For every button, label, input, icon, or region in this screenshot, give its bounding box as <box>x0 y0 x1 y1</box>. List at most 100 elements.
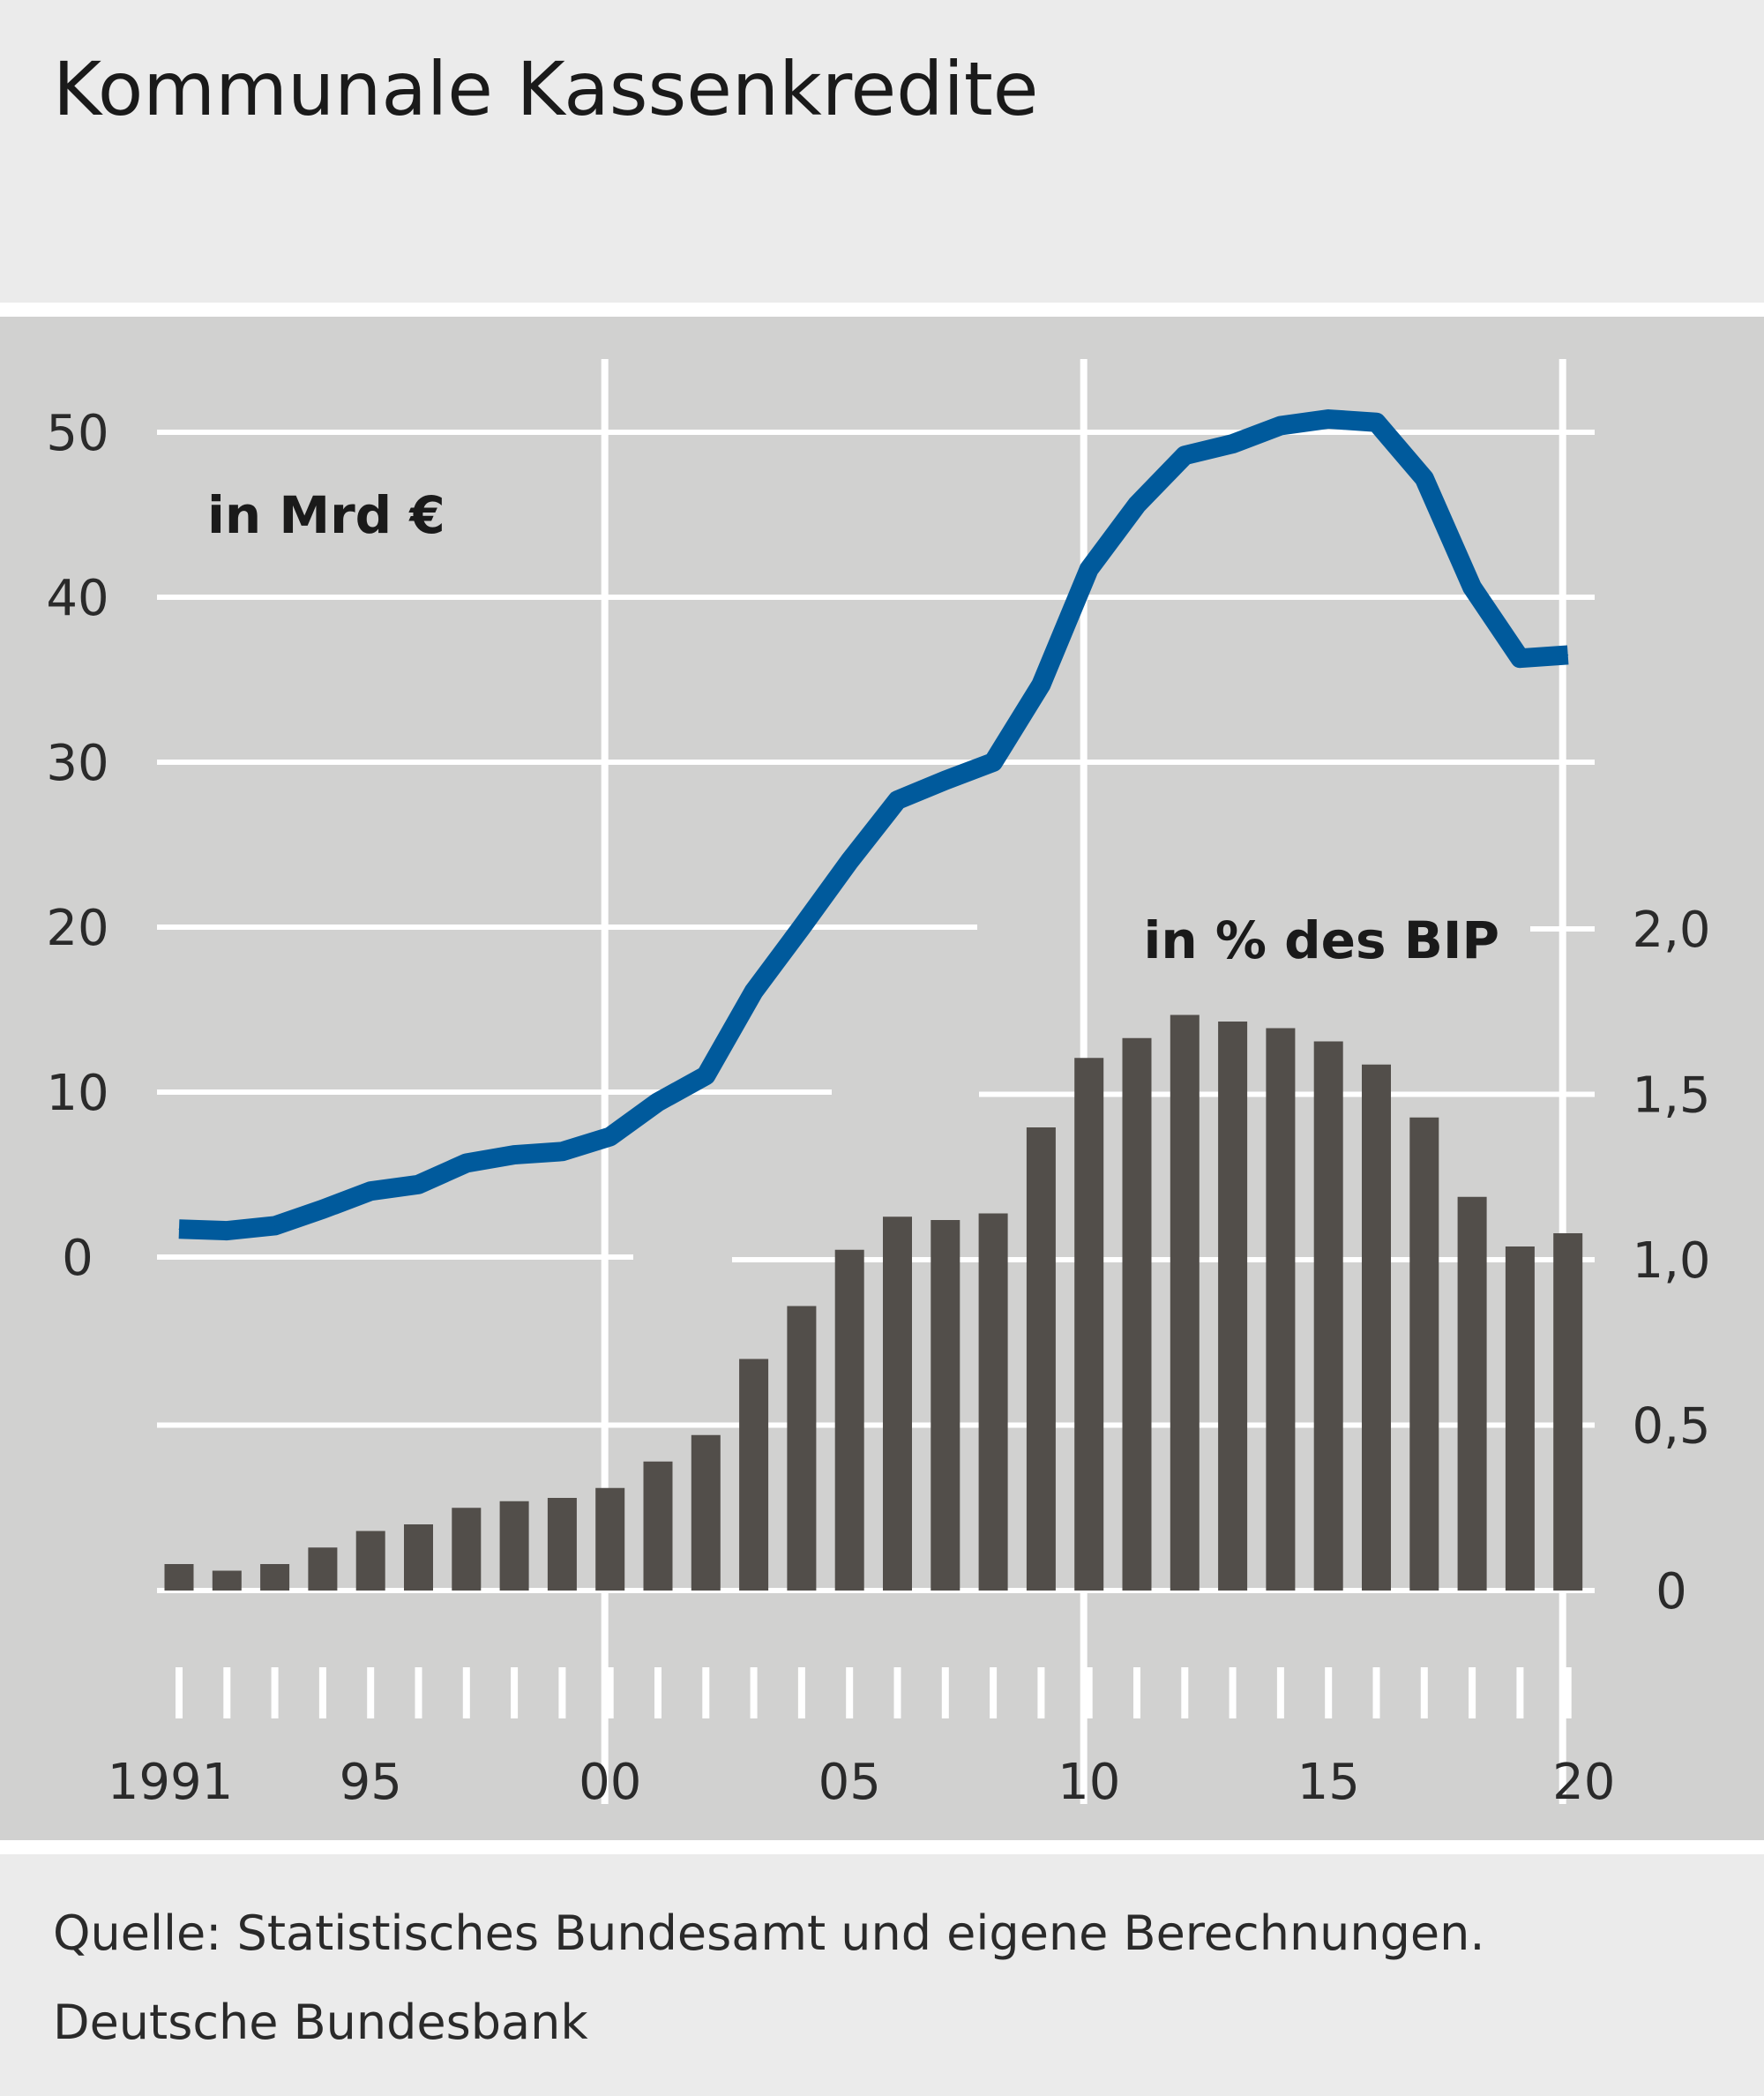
line-point-2004 <box>801 926 803 928</box>
bar-2011 <box>1122 1037 1152 1591</box>
left-tick-label: 30 <box>46 735 108 792</box>
bar-2018 <box>1457 1196 1487 1591</box>
year-tick-2005 <box>846 1667 854 1718</box>
bar-1994 <box>308 1547 338 1591</box>
left-tick-label: 0 <box>62 1230 93 1287</box>
bar-2002 <box>691 1434 721 1591</box>
right-tick-label: 0 <box>1656 1563 1687 1621</box>
x-tick-label-2020: 20 <box>1552 1754 1615 1811</box>
right-tick-label: 1,5 <box>1632 1067 1710 1125</box>
line-point-2003 <box>753 991 755 992</box>
year-tick-2000 <box>606 1667 614 1718</box>
line-point-2007 <box>945 780 946 782</box>
line-point-2014 <box>1280 425 1282 427</box>
line-point-2001 <box>657 1101 659 1103</box>
x-tick-label-2010: 10 <box>1058 1754 1120 1811</box>
line-point-2005 <box>848 860 850 862</box>
left-tick-label: 40 <box>46 570 108 627</box>
year-tick-1997 <box>462 1667 470 1718</box>
year-tick-2017 <box>1420 1667 1428 1718</box>
year-tick-1999 <box>558 1667 566 1718</box>
line-point-2018 <box>1471 587 1473 588</box>
bar-2003 <box>739 1359 769 1591</box>
line-point-1996 <box>418 1184 419 1186</box>
year-tick-2013 <box>1229 1667 1237 1718</box>
year-tick-2016 <box>1372 1667 1380 1718</box>
line-point-2016 <box>1376 422 1377 423</box>
bar-1991 <box>164 1564 194 1591</box>
line-point-1999 <box>561 1150 563 1152</box>
x-tick-label-1995: 95 <box>340 1754 402 1811</box>
source-note: Quelle: Statistisches Bundesamt und eige… <box>53 1905 1485 1961</box>
publisher-note: Deutsche Bundesbank <box>53 1995 588 2050</box>
bar-2012 <box>1170 1014 1200 1591</box>
year-tick-1996 <box>415 1667 422 1718</box>
left-unit-label: in Mrd € <box>207 485 445 545</box>
left-tick-label: 10 <box>46 1065 108 1122</box>
bar-1999 <box>547 1498 577 1591</box>
bar-1996 <box>404 1524 433 1591</box>
line-point-2019 <box>1519 657 1521 659</box>
chart-title: Kommunale Kassenkredite <box>53 46 1038 132</box>
year-tick-1993 <box>271 1667 279 1718</box>
line-point-2015 <box>1327 418 1329 420</box>
x-tick-label-2005: 05 <box>818 1754 881 1811</box>
x-tick-label-2000: 00 <box>579 1754 641 1811</box>
bar-1993 <box>260 1564 290 1591</box>
line-point-1991 <box>178 1228 180 1230</box>
year-tick-2010 <box>1085 1667 1093 1718</box>
bar-1992 <box>212 1570 242 1591</box>
line-series-path <box>178 409 1569 1241</box>
bar-2000 <box>595 1487 625 1591</box>
bar-2010 <box>1074 1058 1104 1591</box>
bar-2017 <box>1409 1117 1439 1591</box>
right-tick-label: 1,0 <box>1632 1232 1710 1290</box>
x-tick-label-2015: 15 <box>1297 1754 1360 1811</box>
year-tick-1991 <box>176 1667 183 1718</box>
year-tick-2002 <box>702 1667 710 1718</box>
line-point-1997 <box>466 1162 467 1164</box>
bar-2014 <box>1266 1028 1296 1591</box>
bar-1997 <box>452 1508 482 1591</box>
bar-2020 <box>1553 1233 1583 1591</box>
line-point-1995 <box>370 1190 371 1192</box>
line-point-2013 <box>1232 443 1234 445</box>
bar-2005 <box>834 1249 864 1591</box>
x-tick-label-1991: 1991 <box>108 1754 234 1811</box>
line-series-layer <box>178 409 1569 1241</box>
bar-2013 <box>1218 1022 1248 1591</box>
year-tick-2004 <box>797 1667 805 1718</box>
year-tick-2019 <box>1516 1667 1524 1718</box>
line-point-1993 <box>274 1224 276 1226</box>
bar-2008 <box>978 1213 1008 1591</box>
year-ticks <box>176 1667 1572 1718</box>
bar-1995 <box>355 1531 385 1591</box>
line-point-2010 <box>1088 568 1090 570</box>
axis-labels: 0 10 20 30 40 50 0 0,5 1,0 1,5 2,0 1991 95 00 05 10 15 20 <box>46 405 1710 1811</box>
year-tick-2008 <box>990 1667 998 1718</box>
year-tick-2014 <box>1276 1667 1284 1718</box>
plot-background <box>0 317 1764 1840</box>
year-tick-1995 <box>367 1667 375 1718</box>
year-tick-2001 <box>654 1667 662 1718</box>
bar-2016 <box>1362 1064 1391 1591</box>
year-tick-1994 <box>318 1667 326 1718</box>
left-tick-label: 50 <box>46 405 108 462</box>
right-tick-label: 2,0 <box>1632 902 1710 959</box>
bar-1998 <box>499 1501 529 1591</box>
line-point-2008 <box>992 761 994 763</box>
year-tick-2018 <box>1469 1667 1476 1718</box>
bar-2009 <box>1026 1127 1056 1591</box>
year-tick-1992 <box>223 1667 231 1718</box>
right-tick-label: 0,5 <box>1632 1398 1710 1456</box>
bar-series <box>164 1014 1583 1591</box>
bar-2004 <box>787 1306 817 1591</box>
right-unit-label: in % des BIP <box>1143 910 1499 970</box>
year-tick-2007 <box>941 1667 949 1718</box>
bar-2001 <box>643 1461 673 1591</box>
line-point-1998 <box>513 1154 515 1156</box>
line-point-2006 <box>897 799 898 801</box>
year-tick-2003 <box>750 1667 758 1718</box>
year-tick-2012 <box>1181 1667 1189 1718</box>
